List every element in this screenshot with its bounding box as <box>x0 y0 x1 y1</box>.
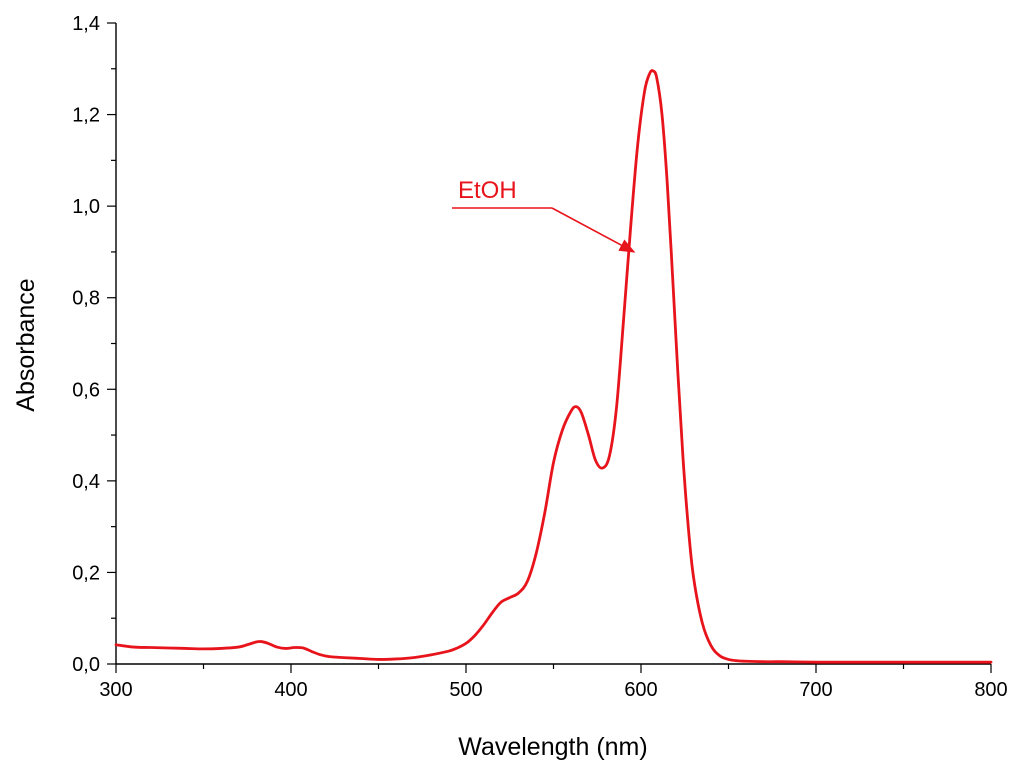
annotation-label: EtOH <box>458 177 517 204</box>
series-layer <box>114 69 993 664</box>
annotation-layer: EtOH <box>452 177 636 253</box>
x-tick-label: 500 <box>449 679 482 701</box>
ticks: 300 400 500 600 700 800 0,0 0,2 0,4 0,6 0,8 1,0 1,2 1… <box>72 13 1008 701</box>
x-axis-title: Wavelength (nm) <box>458 733 647 761</box>
x-tick-label: 300 <box>99 679 132 701</box>
x-tick-label: 400 <box>274 679 307 701</box>
annotation-arrow <box>551 207 636 253</box>
axes <box>115 23 991 665</box>
y-tick-label: 0,0 <box>72 654 100 676</box>
x-tick-label: 800 <box>974 679 1007 701</box>
x-tick-label: 600 <box>624 679 657 701</box>
y-tick-label: 1,0 <box>72 196 100 218</box>
y-tick-label: 0,4 <box>72 471 100 493</box>
y-tick-label: 0,6 <box>72 379 100 401</box>
y-axis-title: Absorbance <box>12 278 40 411</box>
y-tick-label: 0,8 <box>72 288 100 310</box>
series-line-etoh <box>114 69 993 664</box>
y-tick-label: 0,2 <box>72 562 100 584</box>
y-tick-label: 1,2 <box>72 105 100 127</box>
x-tick-label: 700 <box>799 679 832 701</box>
y-tick-label: 1,4 <box>72 13 100 35</box>
